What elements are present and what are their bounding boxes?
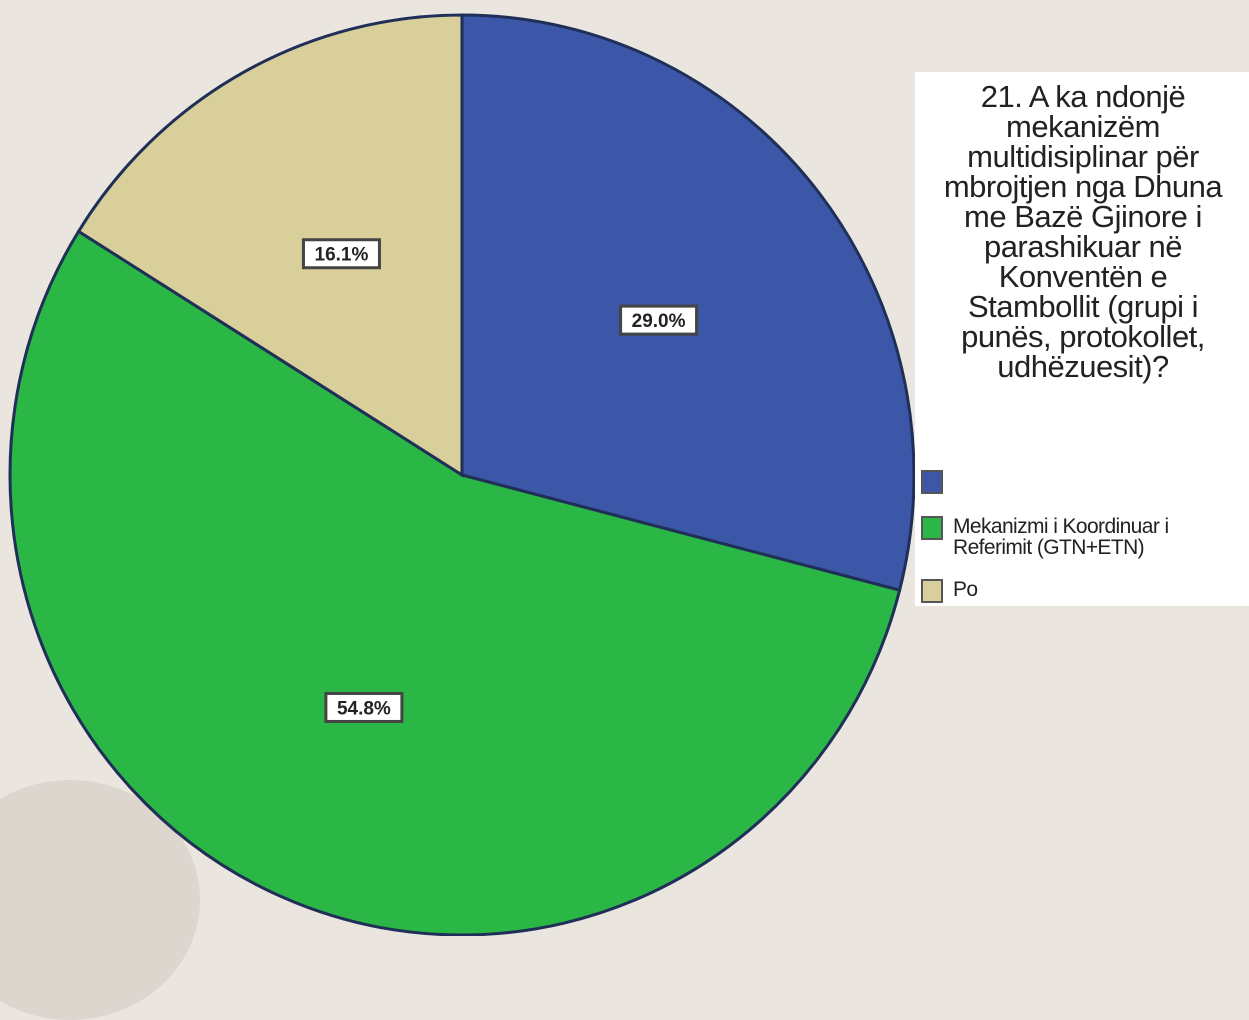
pie-slice-3 [76, 13, 464, 478]
slice-label-3: 16.1% [301, 238, 381, 270]
legend-item-3: Po [921, 579, 978, 603]
legend-swatch-3 [921, 579, 943, 603]
slice-label-2: 54.8% [324, 691, 404, 723]
slice-label-text-3: 16.1% [315, 245, 369, 266]
legend-label-3: Po [953, 578, 978, 601]
legend-swatch-2 [921, 516, 943, 540]
legend-label-2: Mekanizmi i Koordinuar i Referimit (GTN+… [953, 515, 1169, 559]
legend: 21. A ka ndonjë mekanizëm multidisiplina… [915, 72, 1249, 606]
slice-label-1: 29.0% [619, 304, 699, 336]
legend-item-2: Mekanizmi i Koordinuar i Referimit (GTN+… [921, 516, 1243, 558]
legend-swatch-1 [921, 470, 943, 494]
slice-label-box-3 [301, 238, 381, 270]
pie-slice-2 [8, 229, 902, 936]
slice-label-box-1 [619, 304, 699, 336]
legend-item-1 [921, 470, 953, 494]
pie-slice-1 [460, 13, 916, 593]
pie-chart: 29.0% 54.8% 16.1% [8, 13, 916, 936]
slice-label-text-2: 54.8% [337, 698, 391, 719]
slice-label-box-2 [324, 691, 404, 723]
slice-label-text-1: 29.0% [632, 311, 686, 332]
legend-title: 21. A ka ndonjë mekanizëm multidisiplina… [943, 79, 1223, 384]
